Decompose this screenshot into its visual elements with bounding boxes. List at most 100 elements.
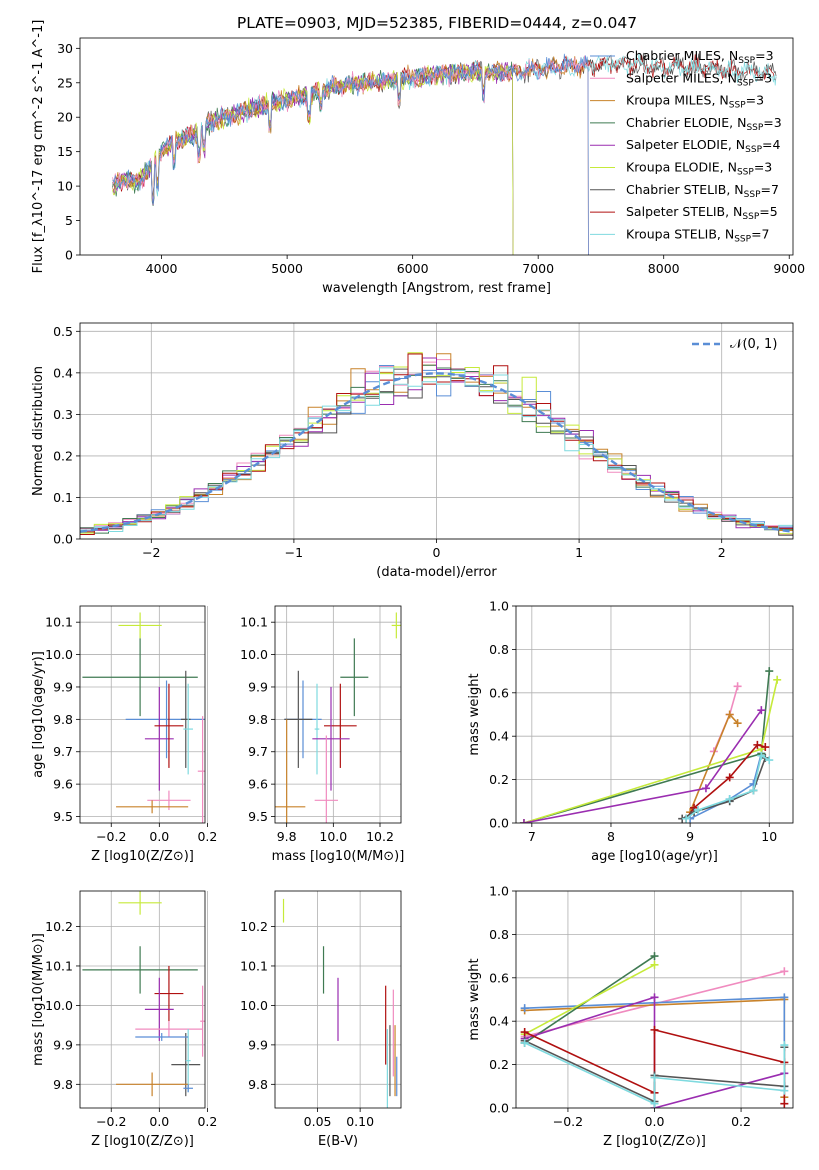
age_vs_Z-ylabel: age [log10(age/yr)] — [31, 651, 46, 778]
mass_vs_Z-ytick-label: 10.2 — [45, 919, 73, 934]
weight_vs_Z-xtick-label: 0.0 — [645, 1114, 665, 1129]
normal-curve — [80, 372, 793, 533]
weight_vs_age-xtick-label: 9 — [686, 829, 694, 844]
errorbar-point — [391, 612, 401, 639]
errorbar-point — [116, 1072, 189, 1097]
mass_vs_ebv-ytick-label: 9.8 — [248, 1077, 268, 1092]
weight_vs_age-series-chabrier-miles — [689, 753, 763, 820]
age_vs_mass-frame — [274, 605, 402, 824]
age_vs_Z-ytick-label: 9.8 — [53, 712, 73, 727]
weight_vs_Z-marker — [650, 993, 659, 1002]
age_vs_mass-plot-area — [275, 612, 401, 823]
mass_vs_Z-ytick-label: 9.9 — [53, 1037, 73, 1052]
mass_vs_ebv-plot-area — [282, 898, 398, 1108]
age_vs_Z-ytick-label: 9.6 — [53, 777, 73, 792]
errorbar-point — [116, 800, 189, 814]
weight_vs_Z-marker — [520, 1028, 529, 1037]
legend-entry: Salpeter MILES, NSSP=3 — [626, 70, 772, 88]
spectrum-ytick-label: 30 — [57, 41, 73, 56]
age_vs_mass-xtick-label: 9.8 — [277, 829, 297, 844]
weight_vs_age-ylabel: mass weight — [467, 673, 482, 755]
spectrum-xtick-label: 8000 — [648, 261, 680, 276]
mass_vs_Z-plot-area — [82, 891, 205, 1097]
legend-entry: Kroupa ELODIE, NSSP=3 — [626, 160, 772, 178]
residuals-xtick-label: −2 — [142, 545, 160, 560]
errorbar-point — [183, 683, 193, 775]
errorbar-point — [125, 680, 205, 759]
spectrum-panel: 4000 5000 6000 7000 8000 9000 0 5 10 15 20 25 30 wave… — [31, 14, 805, 296]
weight_vs_Z-xtick-label: 0.2 — [731, 1114, 751, 1129]
errorbar-point — [144, 977, 174, 1041]
spectrum-xtick-label: 5000 — [271, 261, 303, 276]
legend-entry: Salpeter ELODIE, NSSP=4 — [626, 137, 781, 155]
weight_vs_age-marker — [757, 706, 766, 715]
histogram-kroupa-miles — [80, 353, 793, 533]
errorbar-point — [185, 1029, 191, 1093]
weight_vs_Z-marker — [780, 1099, 789, 1108]
weight_vs_age-marker — [725, 773, 734, 782]
age_vs_mass-xtick-label: 10.0 — [319, 829, 347, 844]
age_vs_mass-panel: 9.8 10.0 10.2 9.5 9.6 9.7 9.8 9.9 10.0 10.1 mass [… — [240, 605, 404, 864]
mass_vs_ebv-ytick-label: 10.1 — [240, 958, 268, 973]
weight_vs_Z-xlabel: Z [log10(Z/Z⊙)] — [603, 1134, 706, 1149]
weight_vs_age-plot-area — [519, 667, 782, 823]
weight_vs_Z-marker — [650, 1025, 659, 1034]
age_vs_Z-ytick-label: 10.0 — [45, 647, 73, 662]
age_vs_Z-ytick-label: 9.7 — [53, 744, 73, 759]
spectrum-frame — [79, 37, 794, 256]
weight_vs_age-marker — [694, 805, 703, 814]
mass_vs_Z-panel: −0.2 0.0 0.2 9.8 9.9 10.0 10.1 10.2 Z [log10(Z/Z… — [31, 890, 217, 1149]
weight_vs_age-marker — [725, 710, 734, 719]
age_vs_mass-ytick-label: 10.1 — [240, 615, 268, 630]
residuals-ylabel: Normed distribution — [31, 366, 46, 496]
weight_vs_Z-marker — [650, 1073, 659, 1082]
age_vs_Z-xtick-label: 0.2 — [197, 829, 217, 844]
weight_vs_age-xlabel: age [log10(age/yr)] — [591, 849, 718, 864]
weight_vs_age-marker — [725, 795, 734, 804]
weight_vs_Z-marker — [780, 1041, 789, 1050]
weight_vs_Z-ytick-label: 1.0 — [489, 884, 509, 899]
weight_vs_Z-panel: −0.2 0.0 0.2 0.0 0.2 0.4 0.6 0.8 1.0 Z [log10(Z/Z… — [467, 884, 794, 1149]
spectrum-ytick-label: 0 — [65, 248, 73, 263]
age_vs_mass-ytick-label: 10.0 — [240, 647, 268, 662]
mass_vs_ebv-ytick-label: 9.9 — [248, 1037, 268, 1052]
legend-entry: 𝒩(0, 1) — [730, 337, 777, 352]
age_vs_Z-ytick-label: 9.9 — [53, 679, 73, 694]
residuals-plot-area — [80, 352, 793, 536]
age_vs_mass-ytick-label: 9.9 — [248, 679, 268, 694]
errorbar-point — [171, 1033, 201, 1097]
weight_vs_age-ytick-label: 0.6 — [489, 685, 509, 700]
weight_vs_Z-marker — [780, 1086, 789, 1095]
weight_vs_age-marker — [682, 814, 691, 823]
mass_vs_Z-xlabel: Z [log10(Z/Z⊙)] — [91, 1134, 194, 1149]
residuals-xtick-label: 2 — [718, 545, 726, 560]
weight_vs_age-marker — [761, 743, 770, 752]
residuals-xlabel: (data-model)/error — [376, 565, 497, 580]
errorbar-point — [135, 1021, 203, 1037]
weight_vs_Z-ytick-label: 0.8 — [489, 927, 509, 942]
mass_vs_Z-xtick-label: 0.2 — [197, 1114, 217, 1129]
errorbar-point — [197, 716, 205, 823]
spectrum-ytick-label: 5 — [65, 213, 73, 228]
histogram-salpeter-elodie — [80, 357, 793, 532]
weight_vs_age-xtick-label: 10 — [761, 829, 777, 844]
errorbar-point — [154, 683, 184, 768]
errorbar-point — [324, 683, 357, 768]
errorbar-point — [180, 670, 191, 768]
mass_vs_ebv-ytick-label: 10.0 — [240, 998, 268, 1013]
errorbar-point — [314, 735, 338, 823]
residuals-frame — [79, 322, 794, 540]
errorbar-point — [118, 612, 162, 639]
weight_vs_Z-xtick-label: −0.2 — [553, 1114, 583, 1129]
age_vs_Z-frame — [79, 605, 206, 824]
weight_vs_age-xtick-label: 8 — [607, 829, 615, 844]
legend-entry: Kroupa MILES, NSSP=3 — [626, 93, 764, 111]
weight_vs_Z-marker — [520, 1004, 529, 1013]
residuals-ytick-label: 0.0 — [53, 532, 73, 547]
weight_vs_age-ytick-label: 0.2 — [489, 772, 509, 787]
age_vs_mass-ytick-label: 9.7 — [248, 744, 268, 759]
weight_vs_age-marker — [757, 751, 766, 760]
weight_vs_age-marker — [765, 667, 774, 676]
mass_vs_Z-ytick-label: 10.0 — [45, 998, 73, 1013]
